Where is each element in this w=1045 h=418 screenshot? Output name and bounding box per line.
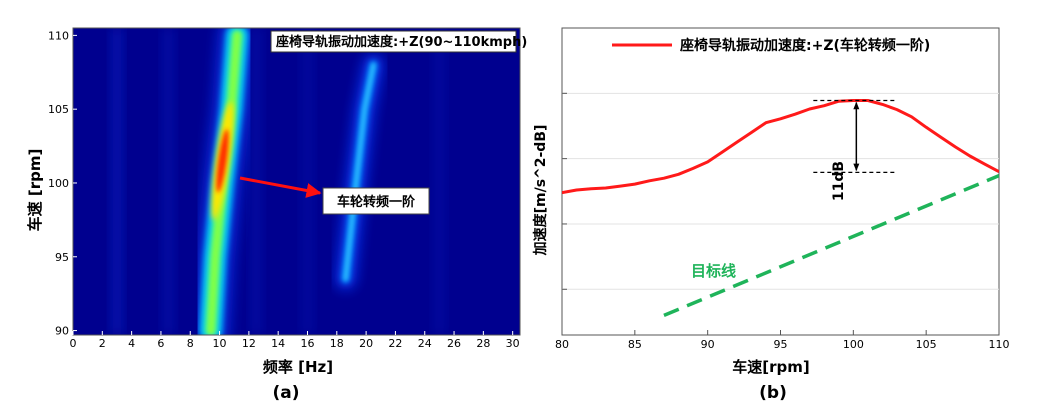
background-streak	[302, 28, 313, 335]
annotation-label: 车轮转频一阶	[337, 194, 416, 210]
annotation-arrow	[239, 176, 322, 198]
background-streak	[111, 28, 122, 335]
y-tick-label: 105	[48, 103, 69, 116]
y-tick-label: 95	[55, 251, 69, 264]
x-tick-label: 105	[916, 338, 937, 351]
target-line	[663, 174, 999, 318]
x-tick-label: 24	[418, 337, 432, 350]
line-chart-legend-text: 座椅导轨振动加速度:+Z(车轮转频一阶)	[680, 37, 930, 54]
x-tick-label: 20	[359, 337, 373, 350]
line-chart-ticks: 80 85 90 95 100 105 110	[555, 330, 1010, 351]
x-tick-label: 26	[447, 337, 461, 350]
background-streak	[163, 28, 174, 335]
heatmap-legend-box	[270, 30, 517, 53]
line-chart-y-axis-label: 加速度[m/s^2-dB]	[532, 125, 549, 257]
heatmap-x-axis-label: 频率 [Hz]	[263, 358, 333, 376]
response-series-line	[562, 99, 999, 195]
dimension-label: 11dB	[831, 161, 847, 201]
ridge-peak	[216, 129, 229, 193]
x-tick-label: 95	[774, 338, 788, 351]
x-tick-label: 18	[330, 337, 344, 350]
x-tick-label: 2	[99, 337, 106, 350]
heatmap-background	[73, 28, 520, 335]
target-line-label: 目标线	[691, 262, 736, 280]
heatmap-field	[111, 28, 445, 335]
y-tick-label: 90	[55, 325, 69, 338]
x-tick-label: 16	[300, 337, 314, 350]
heatmap-y-axis-label: 车速 [rpm]	[26, 149, 44, 232]
dimension-annotation	[813, 99, 898, 174]
heatmap-legend-text: 座椅导轨振动加速度:+Z(90~110kmph)	[275, 34, 527, 50]
y-tick-label: 110	[48, 29, 69, 42]
heatmap-ridge	[343, 62, 376, 281]
line-chart-grid	[562, 92, 999, 290]
x-tick-label: 28	[476, 337, 490, 350]
line-chart-x-axis-label: 车速[rpm]	[732, 358, 809, 376]
x-tick-label: 110	[989, 338, 1010, 351]
y-tick-label: 100	[48, 177, 69, 190]
x-tick-label: 10	[213, 337, 227, 350]
x-tick-label: 14	[271, 337, 285, 350]
x-tick-label: 12	[242, 337, 256, 350]
panel-a-caption: (a)	[272, 383, 299, 403]
annotation-box	[322, 187, 430, 215]
x-tick-label: 85	[628, 338, 642, 351]
heatmap-frame	[72, 27, 521, 336]
x-tick-label: 30	[506, 337, 520, 350]
x-tick-label: 90	[701, 338, 715, 351]
line-chart-frame	[561, 27, 1000, 336]
line-chart-plot	[562, 99, 999, 318]
x-tick-label: 80	[555, 338, 569, 351]
panel-a: 0 2 4 6 8 10 12 14 16 18 20 22 24 26 28 309095100105110…	[26, 27, 527, 403]
background-streak	[434, 28, 445, 335]
panel-b-caption: (b)	[759, 383, 787, 403]
x-tick-label: 0	[70, 337, 77, 350]
x-tick-label: 6	[157, 337, 164, 350]
x-tick-label: 22	[388, 337, 402, 350]
x-tick-label: 8	[187, 337, 194, 350]
x-tick-label: 4	[128, 337, 135, 350]
x-tick-label: 100	[843, 338, 864, 351]
panel-b: 80 85 90 95 100 105 110 座椅导轨振动加速度:+Z(车轮转频一阶) 1…	[532, 27, 1010, 403]
